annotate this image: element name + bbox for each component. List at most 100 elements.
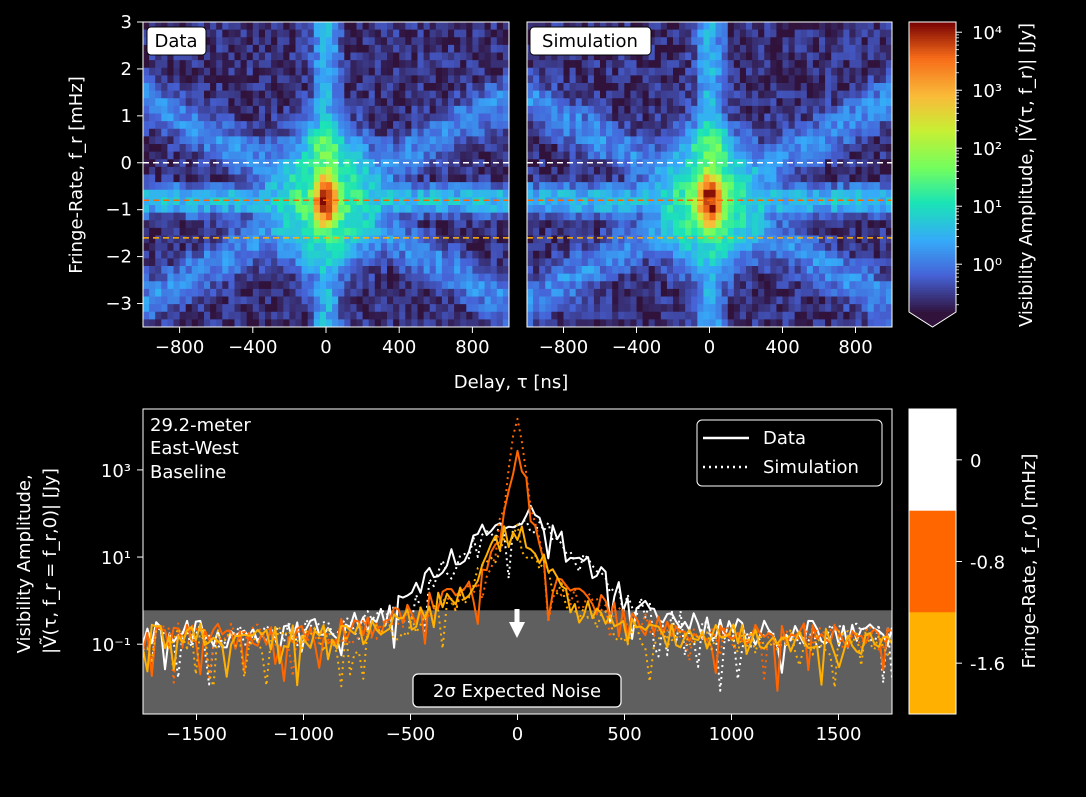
heatmap-cell	[764, 205, 771, 214]
heatmap-cell	[387, 159, 394, 168]
heatmap-cell	[527, 22, 534, 31]
heatmap-cell	[843, 197, 850, 206]
heatmap-cell	[411, 83, 418, 92]
heatmap-cell	[715, 113, 723, 122]
heatmap-cell	[727, 52, 735, 61]
heatmap-cell	[819, 29, 826, 38]
heatmap-cell	[265, 182, 272, 191]
heatmap-cell	[374, 174, 382, 183]
heatmap-cell	[496, 273, 504, 282]
colorbar-step	[909, 152, 956, 156]
heatmap-cell	[812, 113, 820, 122]
heatmap-cell	[387, 235, 394, 244]
heatmap-cell	[155, 98, 162, 107]
heatmap-cell	[289, 75, 296, 84]
heatmap-cell	[612, 296, 619, 305]
heatmap-cell	[600, 288, 607, 297]
heatmap-cell	[660, 67, 668, 76]
heatmap-cell	[161, 166, 168, 175]
heatmap-cell	[283, 75, 290, 84]
heatmap-cell	[758, 197, 765, 206]
heatmap-cell	[435, 288, 443, 297]
heatmap-cell	[368, 235, 376, 244]
heatmap-cell	[460, 250, 467, 259]
heatmap-cell	[179, 144, 187, 153]
heatmap-cell	[319, 288, 327, 297]
heatmap-cell	[600, 220, 607, 229]
heatmap-cell	[612, 288, 619, 297]
heatmap-cell	[776, 304, 783, 313]
heatmap-cell	[819, 311, 826, 320]
heatmap-cell	[654, 174, 662, 183]
heatmap-cell	[764, 250, 771, 259]
heatmap-cell	[191, 75, 199, 84]
heatmap-cell	[429, 29, 437, 38]
heatmap-cell	[362, 113, 370, 122]
heatmap-cell	[204, 128, 211, 137]
heatmap-cell	[265, 220, 272, 229]
heatmap-cell	[405, 205, 412, 214]
heatmap-cell	[691, 273, 698, 282]
heatmap-cell	[739, 205, 747, 214]
heatmap-cell	[545, 243, 552, 252]
heatmap-cell	[301, 273, 309, 282]
heatmap-cell	[709, 22, 716, 31]
heatmap-cell	[448, 319, 455, 327]
heatmap-cell	[380, 60, 388, 69]
heatmap-cell	[533, 243, 540, 252]
heatmap-cell	[837, 166, 844, 175]
heatmap-cell	[527, 197, 534, 206]
heatmap-cell	[788, 243, 796, 252]
heatmap-cell	[332, 205, 339, 214]
heatmap-cell	[806, 197, 814, 206]
heatmap-cell	[258, 159, 266, 168]
heatmap-cell	[326, 98, 333, 107]
heatmap-cell	[454, 128, 461, 137]
heatmap-cell	[849, 52, 856, 61]
heatmap-cell	[794, 182, 802, 191]
heatmap-cell	[380, 22, 388, 31]
heatmap-cell	[666, 304, 674, 313]
heatmap-cell	[502, 205, 509, 214]
heatmap-cell	[313, 243, 321, 252]
heatmap-cell	[356, 273, 363, 282]
heatmap-cell	[478, 52, 485, 61]
heatmap-cell	[843, 113, 850, 122]
heatmap-cell	[691, 151, 698, 160]
heatmap-cell	[289, 60, 296, 69]
heatmap-cell	[277, 227, 284, 236]
heatmap-cell	[380, 52, 388, 61]
heatmap-cell	[460, 311, 467, 320]
heatmap-cell	[879, 319, 887, 327]
heatmap-cell	[746, 273, 753, 282]
heatmap-cell	[879, 304, 887, 313]
heatmap-cell	[581, 243, 589, 252]
heatmap-cell	[143, 151, 150, 160]
heatmap-cell	[697, 235, 704, 244]
heatmap-cell	[472, 121, 479, 130]
heatmap-cell	[301, 121, 309, 130]
heatmap-cell	[191, 128, 199, 137]
heatmap-cell	[429, 296, 437, 305]
heatmap-cell	[204, 250, 211, 259]
heatmap-cell	[387, 83, 394, 92]
heatmap-cell	[855, 75, 862, 84]
heatmap-cell	[258, 296, 266, 305]
heatmap-cell	[167, 296, 174, 305]
heatmap-cell	[326, 144, 333, 153]
heatmap-cell	[879, 52, 887, 61]
heatmap-cell	[277, 105, 284, 114]
heatmap-cell	[867, 182, 875, 191]
heatmap-cell	[405, 105, 412, 114]
heatmap-cell	[703, 22, 710, 31]
heatmap-cell	[173, 304, 180, 313]
heatmap-cell	[319, 258, 327, 267]
heatmap-cell	[855, 29, 862, 38]
heatmap-cell	[764, 182, 771, 191]
heatmap-cell	[739, 220, 747, 229]
heatmap-cell	[210, 304, 217, 313]
heatmap-cell	[197, 197, 205, 206]
heatmap-cell	[466, 205, 473, 214]
heatmap-cell	[812, 83, 820, 92]
heatmap-cell	[283, 243, 290, 252]
